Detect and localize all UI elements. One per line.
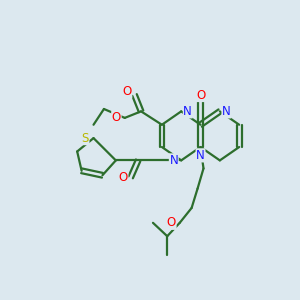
Text: O: O [122,85,132,98]
Text: O: O [196,88,205,101]
Text: O: O [167,216,176,229]
Text: O: O [112,111,121,124]
Text: N: N [183,105,192,118]
Text: N: N [222,105,231,118]
Text: S: S [82,132,89,145]
Text: O: O [118,171,128,184]
Text: N: N [196,149,205,162]
Text: N: N [169,154,178,167]
